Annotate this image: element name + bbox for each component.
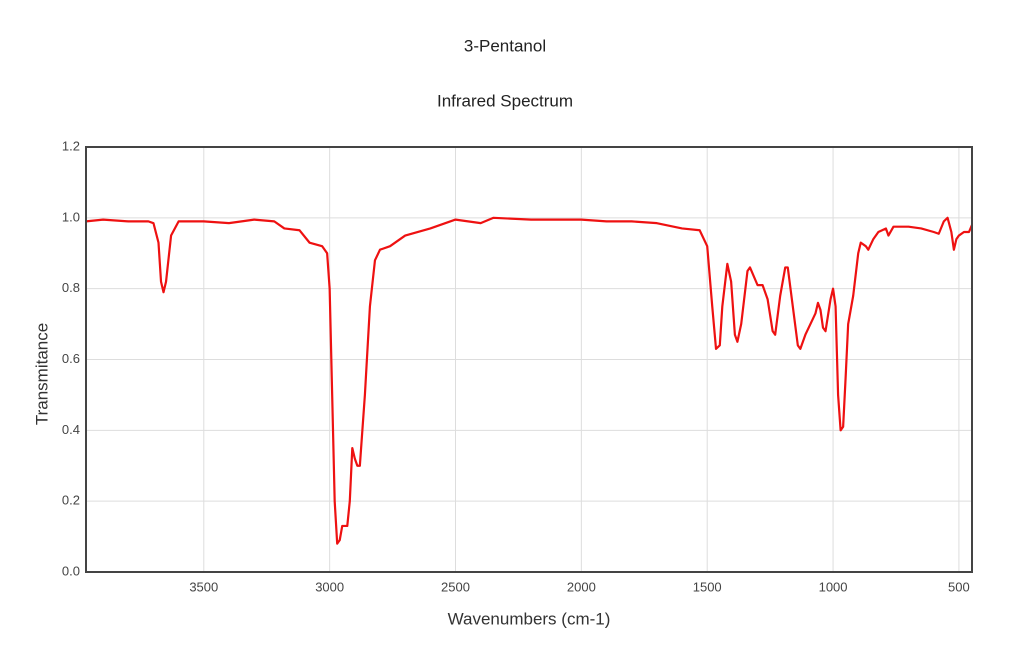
x-tick-label: 2500 [441,579,470,594]
y-tick-label: 0.8 [62,280,80,295]
x-tick-label: 3000 [315,579,344,594]
plot-frame [85,146,973,573]
y-tick-label: 0.6 [62,351,80,366]
y-tick-label: 0.0 [62,563,80,578]
x-tick-label: 1500 [693,579,722,594]
spectrum-line [85,216,974,545]
x-tick-label: 500 [948,579,970,594]
x-axis-title: Wavenumbers (cm-1) [448,609,611,628]
y-tick-label: 1.2 [62,138,80,153]
x-tick-label: 2000 [567,579,596,594]
x-tick-label: 1000 [819,579,848,594]
y-tick-label: 0.2 [62,493,80,508]
y-axis-title: Transmitance [32,323,51,425]
chart-subtitle: Infrared Spectrum [437,91,573,110]
y-tick-label: 1.0 [62,209,80,224]
chart-title: 3-Pentanol [464,36,546,55]
x-tick-label: 3500 [189,579,218,594]
y-tick-label: 0.4 [62,422,80,437]
